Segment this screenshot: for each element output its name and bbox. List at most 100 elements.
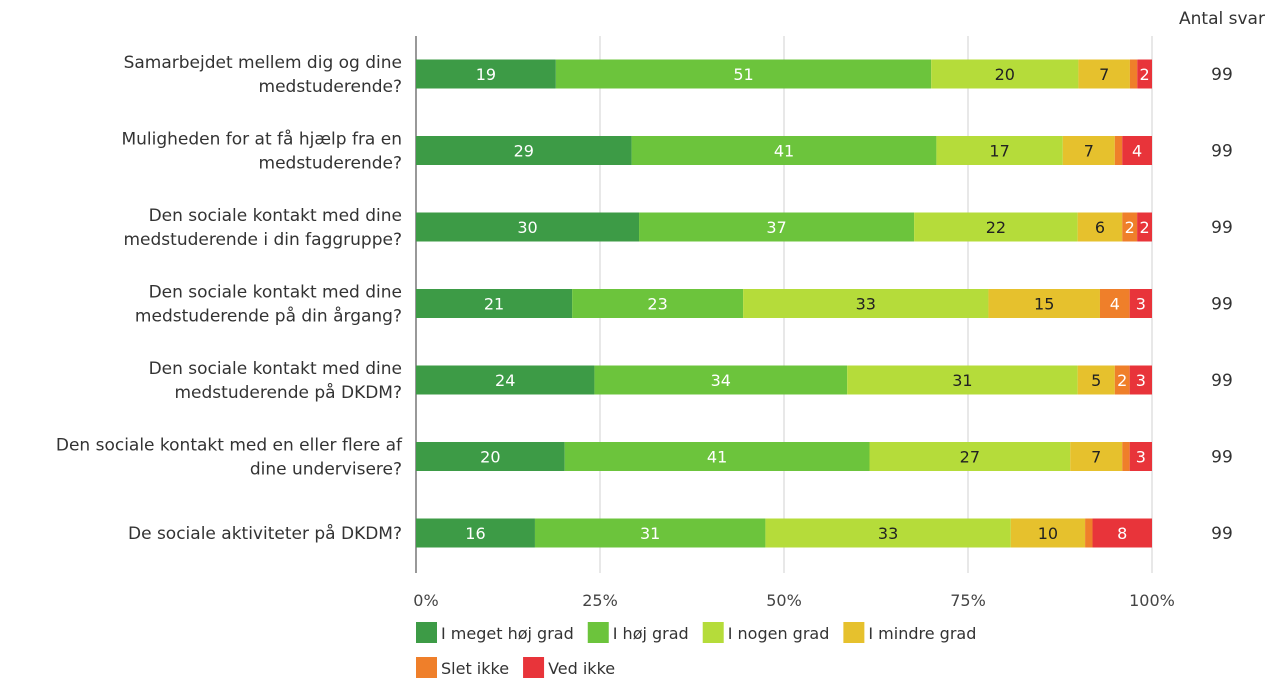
legend-label: Slet ikke — [441, 659, 509, 678]
bar-value-label: 23 — [647, 295, 667, 314]
bar-value-label: 24 — [495, 371, 515, 390]
bar-segment — [1129, 289, 1152, 318]
antal-svar-values: 99 99 99 99 99 99 99 — [1211, 65, 1233, 544]
category-label: medstuderende i din faggruppe? — [124, 230, 403, 250]
antal-svar-value: 99 — [1211, 371, 1233, 391]
bar-segment — [416, 59, 556, 89]
category-label: Den sociale kontakt med dine — [149, 206, 402, 226]
bar-segment — [416, 365, 595, 395]
bar-segment — [1077, 212, 1123, 242]
bar-value-label: 3 — [1136, 448, 1146, 467]
bar-value-label: 2 — [1140, 65, 1150, 84]
bar-segment — [1085, 518, 1093, 548]
x-tick-labels: 0% 25% 50% 75% 100% — [413, 591, 1175, 610]
bar-value-label: 41 — [707, 448, 727, 467]
bar-segment — [534, 518, 766, 548]
antal-svar-value: 99 — [1211, 142, 1233, 162]
bar-segment — [564, 442, 870, 471]
bar-segment — [631, 136, 937, 165]
bar-segment — [1078, 59, 1130, 89]
bar-segment — [936, 136, 1063, 165]
category-label: Samarbejdet mellem dig og dine — [124, 53, 402, 73]
x-tick-label: 100% — [1129, 591, 1175, 610]
bar-segment — [743, 289, 989, 318]
bar-value-label: 2 — [1125, 218, 1135, 237]
legend-swatch — [416, 657, 437, 678]
antal-svar-value: 99 — [1211, 218, 1233, 238]
bar-segment — [765, 518, 1011, 548]
bar-value-label: 37 — [766, 218, 786, 237]
bar-value-label: 7 — [1084, 142, 1094, 161]
bar-value-label: 2 — [1117, 371, 1127, 390]
antal-svar-value: 99 — [1211, 295, 1233, 315]
bar-segment — [988, 289, 1100, 318]
legend-label: I mindre grad — [868, 624, 976, 643]
bars: 19 51 20 7 229 41 17 7 430 37 22 6 2 221 23 33 15 4 324 34 3… — [416, 59, 1152, 548]
bar-segment — [416, 136, 632, 165]
bar-segment — [914, 212, 1078, 242]
bar-segment — [1122, 136, 1152, 165]
bar-value-label: 7 — [1091, 448, 1101, 467]
bar-value-label: 33 — [856, 295, 876, 314]
bar-segment — [416, 442, 565, 471]
bar-value-label: 3 — [1136, 371, 1146, 390]
bar-value-label: 20 — [995, 65, 1015, 84]
bar-segment — [931, 59, 1079, 89]
bar-value-label: 31 — [952, 371, 972, 390]
legend-label: I meget høj grad — [441, 624, 574, 643]
bar-value-label: 17 — [989, 142, 1009, 161]
category-label: Den sociale kontakt med dine — [149, 359, 402, 379]
legend-label: I nogen grad — [728, 624, 830, 643]
bar-segment — [1062, 136, 1115, 165]
bar-segment — [1129, 442, 1152, 471]
category-label: De sociale aktiviteter på DKDM? — [128, 523, 402, 544]
bar-value-label: 30 — [517, 218, 537, 237]
bar-segment — [639, 212, 915, 242]
bar-segment — [416, 212, 640, 242]
category-label: medstuderende? — [259, 77, 402, 97]
legend-swatch — [843, 622, 865, 643]
bar-segment — [1114, 365, 1130, 395]
bar-segment — [869, 442, 1071, 471]
category-label: Den sociale kontakt med en eller flere a… — [56, 436, 403, 456]
legend-label: I høj grad — [613, 624, 689, 643]
bar-value-label: 4 — [1110, 295, 1120, 314]
bar-value-label: 51 — [733, 65, 753, 84]
x-tick-label: 25% — [582, 591, 618, 610]
bar-value-label: 34 — [711, 371, 731, 390]
bar-value-label: 31 — [640, 524, 660, 543]
bar-value-label: 22 — [986, 218, 1006, 237]
bar-segment — [594, 365, 848, 395]
antal-svar-value: 99 — [1211, 65, 1233, 85]
bar-segment — [1092, 518, 1152, 548]
bar-value-label: 21 — [484, 295, 504, 314]
bar-segment — [1129, 365, 1152, 395]
bar-value-label: 20 — [480, 448, 500, 467]
bar-segment — [555, 59, 932, 89]
category-labels: Samarbejdet mellem dig og dine medstudere… — [56, 53, 403, 544]
x-tick-label: 0% — [413, 591, 438, 610]
x-tick-label: 50% — [766, 591, 802, 610]
antal-svar-value: 99 — [1211, 448, 1233, 468]
bar-value-label: 4 — [1132, 142, 1142, 161]
bar-value-label: 16 — [465, 524, 485, 543]
bar-segment — [1137, 59, 1152, 89]
bar-value-label: 15 — [1034, 295, 1054, 314]
bar-segment — [1114, 136, 1123, 165]
bar-segment — [416, 518, 535, 548]
bar-value-label: 29 — [514, 142, 534, 161]
bar-value-label: 3 — [1136, 295, 1146, 314]
legend-swatch — [523, 657, 545, 678]
category-label: medstuderende på din årgang? — [135, 306, 402, 327]
bar-value-label: 33 — [878, 524, 898, 543]
antal-svar-header: Antal svar — [1179, 9, 1265, 29]
bar-value-label: 27 — [960, 448, 980, 467]
x-tick-label: 75% — [950, 591, 986, 610]
bar-value-label: 5 — [1091, 371, 1101, 390]
category-label: Muligheden for at få hjælp fra en — [121, 129, 402, 150]
category-label: Den sociale kontakt med dine — [149, 283, 402, 303]
legend-swatch — [702, 622, 724, 643]
bar-segment — [1122, 442, 1130, 471]
bar-segment — [572, 289, 744, 318]
